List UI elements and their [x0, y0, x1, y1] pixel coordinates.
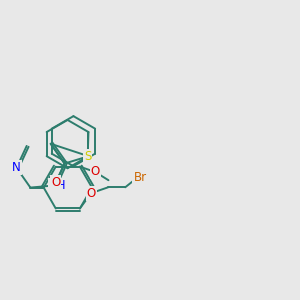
Text: NH: NH: [49, 179, 66, 192]
Text: N: N: [12, 161, 21, 174]
Text: O: O: [86, 187, 96, 200]
Text: O: O: [91, 166, 100, 178]
Text: Br: Br: [134, 171, 146, 184]
Text: O: O: [51, 176, 60, 189]
Text: S: S: [84, 150, 92, 163]
